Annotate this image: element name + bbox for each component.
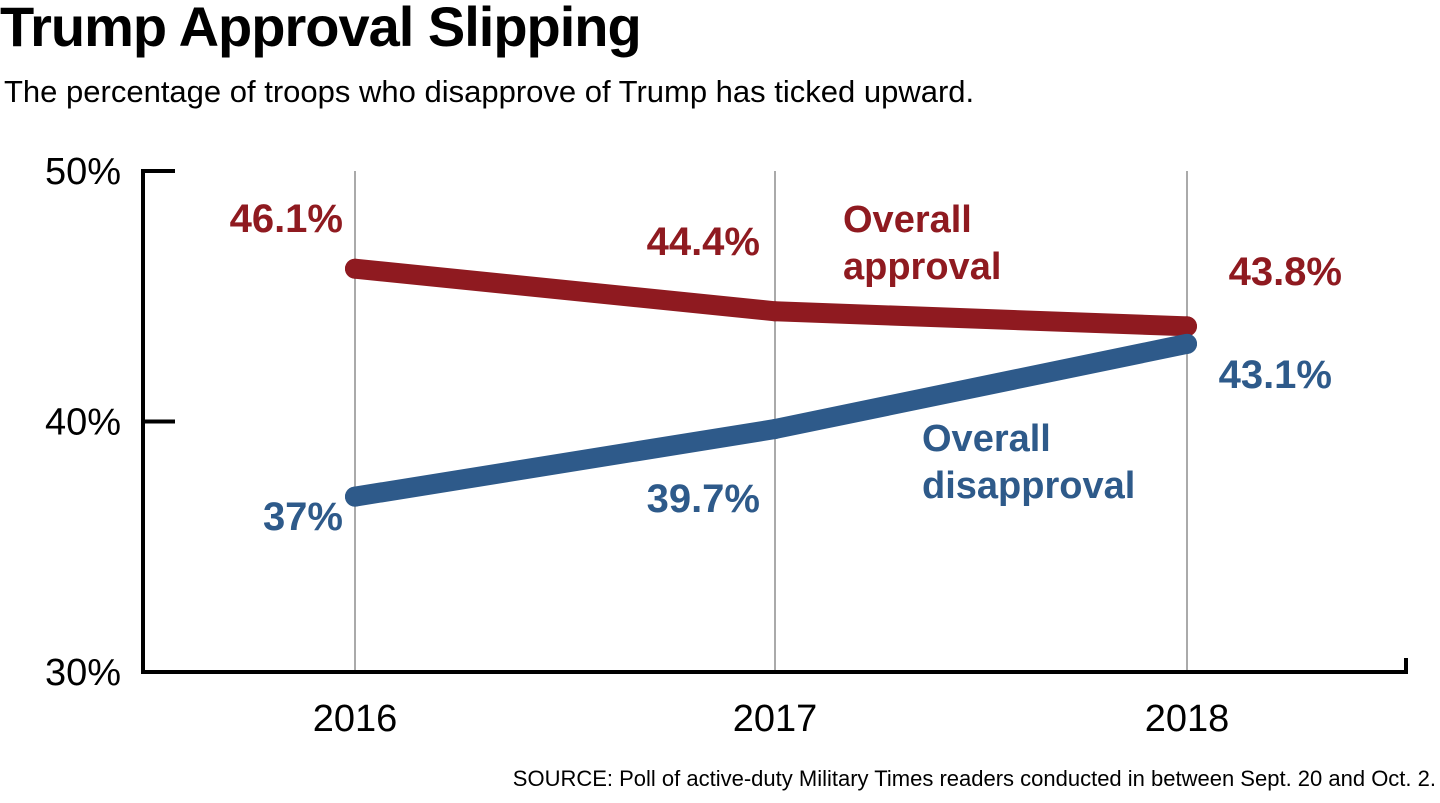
data-point xyxy=(765,301,785,322)
data-point xyxy=(1177,316,1197,337)
x-tick-label: 2017 xyxy=(733,698,818,740)
chart-subtitle: The percentage of troops who disapprove … xyxy=(4,74,975,109)
x-tick-label: 2018 xyxy=(1145,698,1230,740)
series-name-label: disapproval xyxy=(922,465,1135,507)
y-tick-label: 40% xyxy=(45,402,121,444)
source-note: SOURCE: Poll of active-duty Military Tim… xyxy=(512,766,1436,791)
data-point xyxy=(345,486,365,507)
data-label: 46.1% xyxy=(230,197,343,241)
y-tick-label: 30% xyxy=(45,652,121,694)
data-point xyxy=(345,258,365,279)
data-label: 43.1% xyxy=(1219,353,1332,397)
series-name-label: Overall xyxy=(922,418,1051,460)
data-label: 39.7% xyxy=(647,477,760,521)
data-label: 37% xyxy=(263,495,343,539)
data-label: 43.8% xyxy=(1229,250,1342,294)
data-label: 44.4% xyxy=(647,220,760,264)
data-point xyxy=(765,419,785,440)
series-name-label: Overall xyxy=(843,199,972,241)
series-name-label: approval xyxy=(843,246,1001,288)
y-tick-label: 50% xyxy=(45,151,121,193)
chart-title: Trump Approval Slipping xyxy=(0,0,642,58)
x-tick-label: 2016 xyxy=(313,698,398,740)
data-point xyxy=(1177,333,1197,354)
